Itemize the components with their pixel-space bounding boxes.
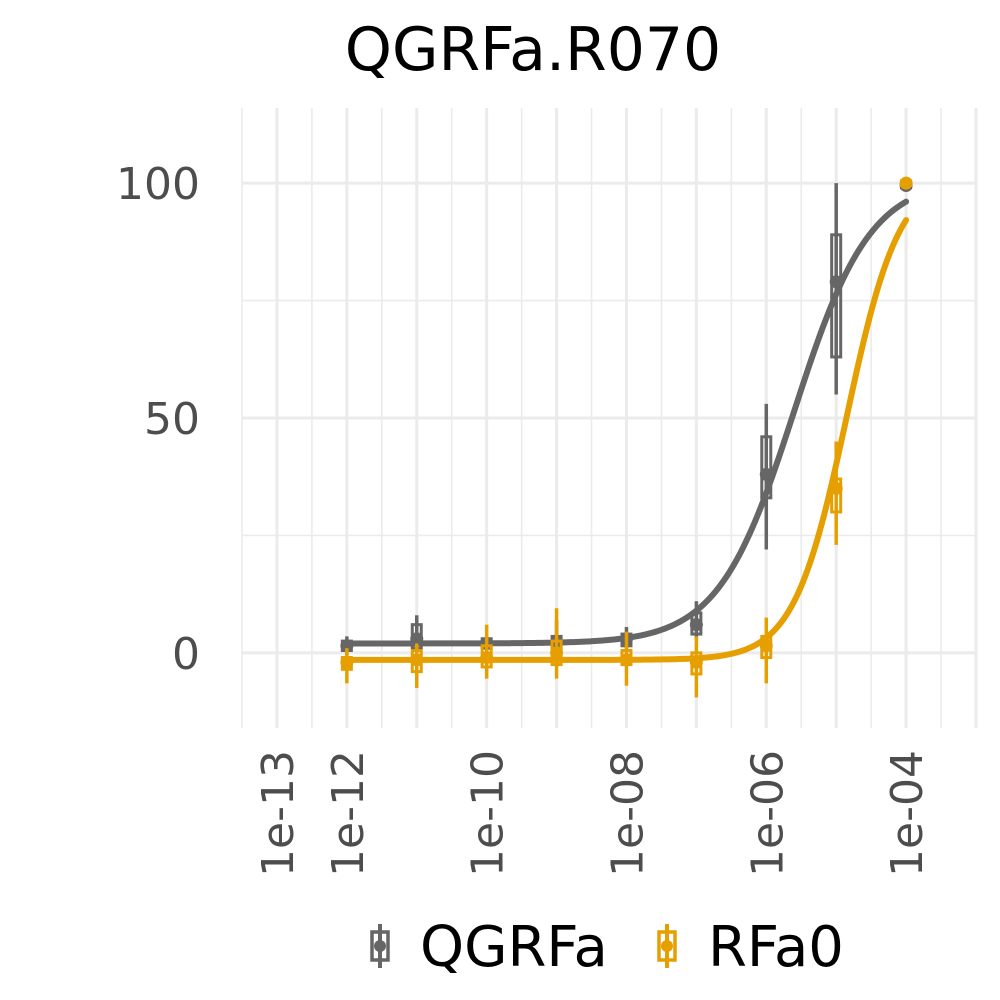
x-tick-label: 1e-06: [742, 750, 793, 877]
iqr-box: [830, 233, 843, 359]
iqr-box: [760, 435, 773, 500]
legend-key-box: [657, 930, 677, 962]
legend: QGRFa RFa0: [370, 915, 844, 980]
y-axis-tick-labels: 0 50 100: [116, 159, 200, 680]
data-point: [480, 651, 494, 665]
data-point: [619, 653, 633, 667]
y-tick-label: 50: [144, 394, 200, 445]
data-point: [410, 632, 424, 646]
data-point: [550, 646, 564, 660]
data-point: [759, 639, 773, 653]
x-tick-label: 1e-10: [463, 750, 514, 877]
data-point: [899, 176, 913, 190]
grid: [241, 108, 978, 728]
data-point: [689, 655, 703, 669]
legend-key-point: [661, 940, 673, 952]
x-tick-label: 1e-13: [253, 750, 304, 877]
x-tick-label: 1e-08: [602, 750, 653, 877]
data-point: [829, 481, 843, 495]
legend-key-point: [374, 940, 386, 952]
data-point: [689, 618, 703, 632]
legend-label: RFa0: [708, 915, 844, 980]
y-tick-label: 0: [172, 629, 200, 680]
chart-title: QGRFa.R070: [345, 15, 721, 85]
data-point: [759, 467, 773, 481]
data-point: [410, 653, 424, 667]
iqr-box: [830, 477, 843, 514]
x-tick-label: 1e-12: [323, 750, 374, 877]
y-tick-label: 100: [116, 159, 200, 210]
legend-key-box: [370, 930, 390, 962]
x-tick-label: 1e-04: [882, 750, 933, 877]
legend-label: QGRFa: [420, 915, 608, 980]
data-marks: [340, 176, 913, 698]
data-point: [340, 639, 354, 653]
x-axis-tick-labels: 1e-13 1e-12 1e-10 1e-08 1e-06 1e-04: [253, 750, 933, 877]
data-point: [340, 655, 354, 669]
data-point: [829, 275, 843, 289]
